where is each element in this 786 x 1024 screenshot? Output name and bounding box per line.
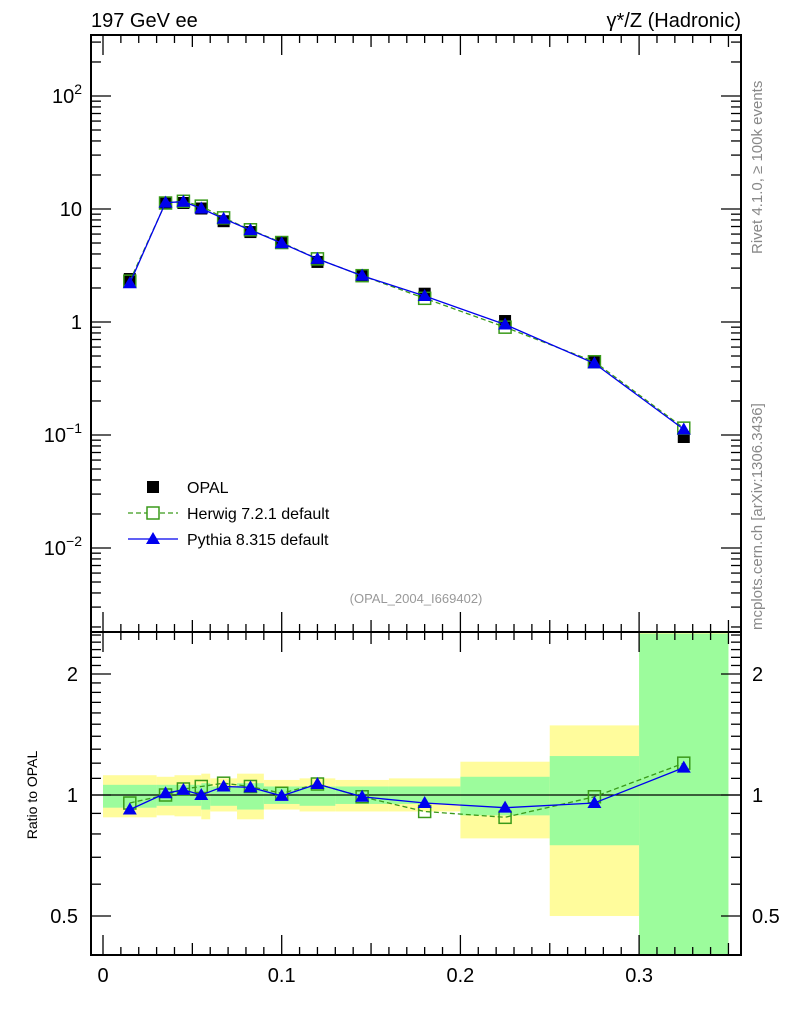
- ratio-y-tick-label-right: 0.5: [752, 906, 780, 928]
- ratio-y-tick-label: 0.5: [50, 906, 78, 928]
- band-stat-bin: [103, 784, 157, 808]
- rivet-label: Rivet 4.1.0, ≥ 100k events: [749, 81, 766, 254]
- pythia-ratio-point: [355, 789, 370, 802]
- legend-label-opal: OPAL: [187, 480, 229, 497]
- pythia-ratio-point: [417, 796, 432, 809]
- pythia-point: [158, 195, 173, 208]
- ratio-frame: [90, 631, 742, 956]
- tick-labels: 102 10 1 10−1 10−2 2 2 1 1 0.5 0.5 0 0.1 0.2 0.3: [44, 81, 780, 987]
- ticks: [91, 35, 741, 955]
- ratio-y-tick-label: 2: [67, 664, 78, 686]
- pythia-point: [274, 236, 289, 249]
- pythia-point: [216, 211, 231, 224]
- legend: OPAL Herwig 7.2.1 default Pythia 8.315 d…: [128, 480, 330, 549]
- ratio-ylabel: Ratio to OPAL: [24, 751, 40, 840]
- main-y-tick-label: 10−1: [44, 420, 82, 447]
- legend-marker-herwig: [146, 506, 160, 520]
- pythia-ratio-point: [176, 782, 191, 795]
- header-left: 197 GeV ee: [91, 10, 198, 32]
- legend-marker-pythia: [146, 532, 160, 544]
- x-tick-label: 0: [97, 965, 108, 987]
- pythia-point: [122, 276, 137, 289]
- x-tick-label: 0.2: [446, 965, 474, 987]
- pythia-point: [498, 317, 513, 330]
- legend-label-pythia: Pythia 8.315 default: [187, 532, 329, 549]
- pythia-ratio-point: [676, 760, 691, 773]
- main-y-tick-label: 10: [60, 199, 82, 221]
- pythia-ratio-point: [122, 802, 137, 815]
- pythia-ratio-point: [498, 800, 513, 813]
- pythia-ratio-point: [158, 786, 173, 799]
- pythia-ratio-point: [310, 777, 325, 790]
- band-stat-bin: [639, 633, 729, 955]
- main-y-tick-label: 1: [71, 312, 82, 334]
- ratio-y-tick-label-right: 2: [752, 664, 763, 686]
- pythia-point: [355, 268, 370, 281]
- pythia-point: [310, 251, 325, 264]
- pythia-ratio-point: [243, 780, 258, 793]
- analysis-label: (OPAL_2004_I669402): [350, 591, 483, 606]
- band-stat-bin: [299, 786, 336, 806]
- herwig-line: [129, 200, 685, 429]
- pythia-point: [587, 356, 602, 369]
- ratio-uncertainty-bands: [91, 633, 741, 955]
- pythia-ratio-point: [274, 788, 289, 801]
- ratio-y-tick-label-right: 1: [752, 785, 763, 807]
- legend-marker-opal: [147, 481, 159, 493]
- pythia-point: [417, 288, 432, 301]
- ratio-y-tick-label: 1: [67, 785, 78, 807]
- pythia-ratio-point: [194, 788, 209, 800]
- pythia-line: [129, 201, 685, 430]
- legend-label-herwig: Herwig 7.2.1 default: [187, 506, 330, 523]
- mcplots-label: mcplots.cern.ch [arXiv:1306.3436]: [749, 403, 766, 630]
- header-right: γ*/Z (Hadronic): [607, 10, 741, 32]
- x-tick-label: 0.1: [268, 965, 296, 987]
- pythia-ratio-point: [216, 779, 231, 792]
- pythia-point: [194, 201, 209, 214]
- pythia-point: [176, 194, 191, 207]
- x-tick-label: 0.3: [625, 965, 653, 987]
- pythia-point: [243, 223, 258, 236]
- pythia-point: [676, 422, 691, 435]
- pythia-ratio-point: [587, 796, 602, 809]
- ratio-series: [122, 756, 691, 825]
- main-y-tick-label: 102: [52, 81, 82, 108]
- main-y-tick-label: 10−2: [44, 533, 82, 560]
- main-series: [122, 194, 691, 444]
